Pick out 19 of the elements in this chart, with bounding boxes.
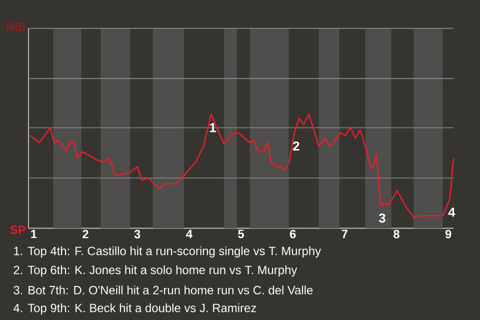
text: SP [10,226,26,234]
text: 2. Top 6th: K. Jones hit a solo home run vs T. Murphy [14,265,298,277]
text: 1. Top 4th: F. Castillo hit a run-scoring single vs T. Murphy [14,246,321,258]
x-tick-label: 3 [134,230,140,238]
text: 3. Bot 7th: D. O'Neill hit a 2-run home run vs C. del Valle [14,286,313,294]
x-tick-label: 8 [394,230,400,238]
x-tick-label: 1 [31,230,37,238]
x-tick-label: 6 [290,230,296,238]
x-tick-label: 5 [238,230,244,238]
annotation: 3 [378,213,386,223]
annotation: 4 [448,208,456,217]
x-tick-label: 2 [82,230,88,238]
x-tick-label: 9 [445,230,452,238]
text: NIS [6,22,26,31]
annotation: 1 [210,123,216,132]
x-tick-label: 4 [186,230,192,238]
text: 4. Top 9th: K. Beck hit a double vs J. Ramirez [13,303,256,315]
x-tick-label: 7 [342,230,348,238]
annotation: 2 [293,141,300,151]
